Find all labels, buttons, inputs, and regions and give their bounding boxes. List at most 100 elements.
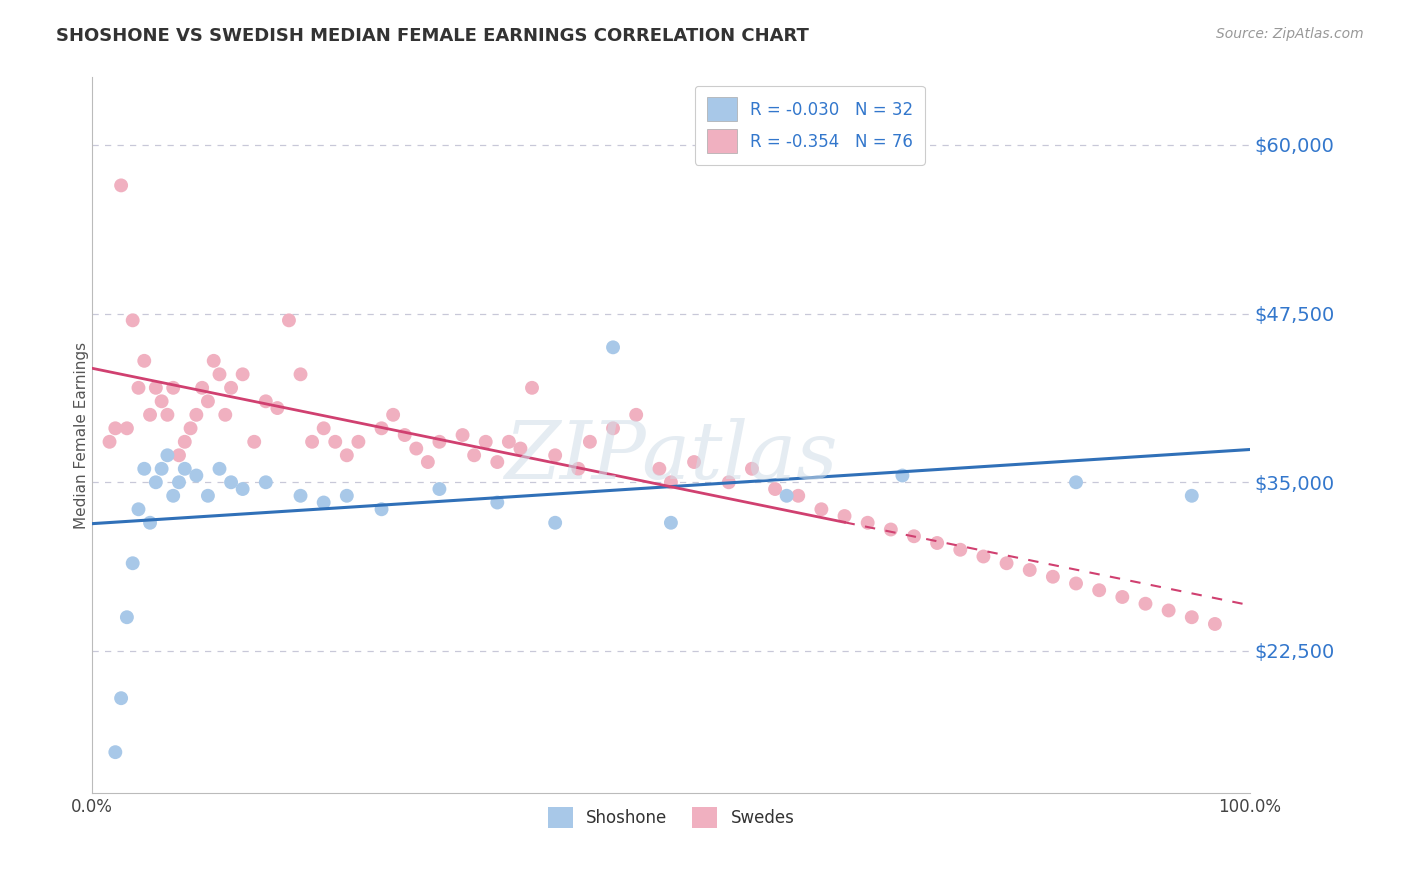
Point [1042, 570, 1064, 584]
Point [150, 462, 173, 476]
Point [1064, 475, 1087, 490]
Point [416, 455, 439, 469]
Point [856, 516, 879, 530]
Point [139, 408, 162, 422]
Point [405, 442, 427, 456]
Point [474, 434, 496, 449]
Point [741, 462, 763, 476]
Point [145, 475, 167, 490]
Point [498, 434, 520, 449]
Text: ZIPatlas: ZIPatlas [505, 417, 838, 495]
Point [544, 516, 567, 530]
Point [173, 434, 195, 449]
Point [451, 428, 474, 442]
Point [972, 549, 994, 564]
Point [520, 381, 543, 395]
Point [173, 462, 195, 476]
Point [180, 421, 202, 435]
Point [266, 401, 288, 415]
Point [197, 489, 219, 503]
Y-axis label: Median Female Earnings: Median Female Earnings [73, 342, 89, 529]
Point [486, 495, 509, 509]
Point [214, 408, 236, 422]
Point [336, 489, 359, 503]
Point [429, 434, 451, 449]
Point [219, 475, 242, 490]
Point [232, 368, 254, 382]
Text: Source: ZipAtlas.com: Source: ZipAtlas.com [1216, 27, 1364, 41]
Point [463, 448, 485, 462]
Point [903, 529, 925, 543]
Point [134, 462, 156, 476]
Point [167, 475, 190, 490]
Point [880, 523, 903, 537]
Point [648, 462, 671, 476]
Point [891, 468, 914, 483]
Point [763, 482, 786, 496]
Legend: Shoshone, Swedes: Shoshone, Swedes [541, 801, 801, 834]
Point [254, 475, 277, 490]
Point [1181, 489, 1204, 503]
Point [602, 421, 624, 435]
Point [1157, 603, 1180, 617]
Point [243, 434, 266, 449]
Point [104, 745, 127, 759]
Point [834, 508, 856, 523]
Point [115, 610, 138, 624]
Point [579, 434, 602, 449]
Point [1064, 576, 1087, 591]
Point [429, 482, 451, 496]
Point [659, 475, 682, 490]
Point [150, 394, 173, 409]
Point [186, 468, 208, 483]
Point [104, 421, 127, 435]
Point [717, 475, 740, 490]
Point [290, 368, 312, 382]
Point [202, 354, 225, 368]
Point [197, 394, 219, 409]
Point [191, 381, 214, 395]
Point [208, 462, 231, 476]
Point [949, 542, 972, 557]
Point [156, 448, 179, 462]
Point [1135, 597, 1157, 611]
Point [659, 516, 682, 530]
Point [139, 516, 162, 530]
Point [1088, 583, 1111, 598]
Point [312, 495, 335, 509]
Point [1018, 563, 1040, 577]
Point [347, 434, 370, 449]
Point [254, 394, 277, 409]
Point [219, 381, 242, 395]
Point [567, 462, 589, 476]
Point [127, 381, 149, 395]
Point [127, 502, 149, 516]
Point [370, 502, 392, 516]
Point [301, 434, 323, 449]
Point [995, 556, 1018, 570]
Point [162, 489, 184, 503]
Point [683, 455, 706, 469]
Point [98, 434, 121, 449]
Point [110, 691, 132, 706]
Point [486, 455, 509, 469]
Point [208, 368, 231, 382]
Point [1111, 590, 1133, 604]
Point [121, 556, 143, 570]
Point [1181, 610, 1204, 624]
Text: SHOSHONE VS SWEDISH MEDIAN FEMALE EARNINGS CORRELATION CHART: SHOSHONE VS SWEDISH MEDIAN FEMALE EARNIN… [56, 27, 808, 45]
Point [290, 489, 312, 503]
Point [323, 434, 346, 449]
Point [186, 408, 208, 422]
Point [602, 340, 624, 354]
Point [370, 421, 392, 435]
Point [336, 448, 359, 462]
Point [115, 421, 138, 435]
Point [776, 489, 799, 503]
Point [312, 421, 335, 435]
Point [156, 408, 179, 422]
Point [1204, 617, 1226, 632]
Point [624, 408, 647, 422]
Point [382, 408, 405, 422]
Point [134, 354, 156, 368]
